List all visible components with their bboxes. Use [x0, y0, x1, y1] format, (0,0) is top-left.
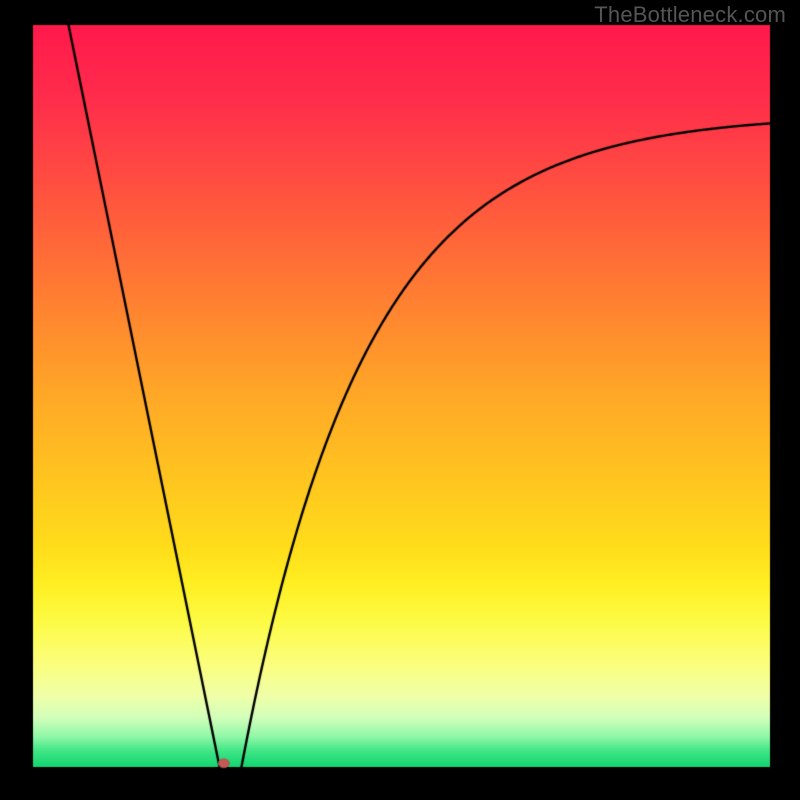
chart-container: TheBottleneck.com: [0, 0, 800, 800]
watermark-text: TheBottleneck.com: [594, 2, 786, 28]
bottleneck-chart-canvas: [0, 0, 800, 800]
